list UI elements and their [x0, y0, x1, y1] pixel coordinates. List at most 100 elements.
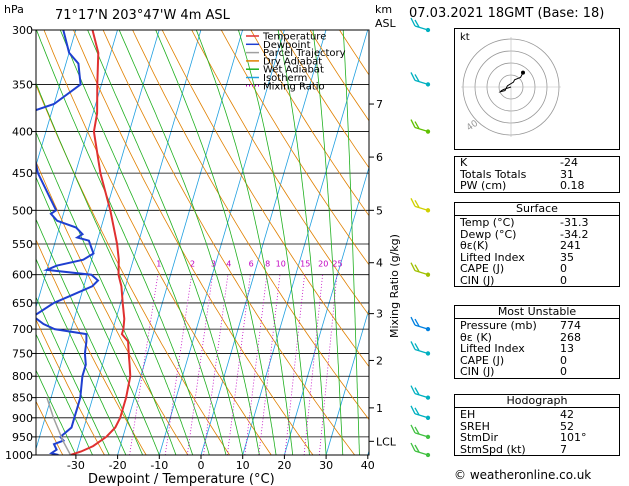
legend-label: Parcel Trajectory [263, 48, 346, 59]
barb-flag [414, 74, 420, 82]
dry-adiabat [250, 30, 369, 217]
index-row: CIN (J) 0 [455, 273, 619, 287]
mixing-ratio-label: 25 [332, 260, 342, 269]
forecast-datetime: 07.03.2021 18GMT (Base: 18) [409, 6, 605, 21]
barb-flag [410, 262, 416, 271]
wet-adiabat [36, 82, 194, 455]
most-unstable-title: Most Unstable [455, 306, 619, 319]
index-value: 0 [560, 262, 567, 275]
pressure-tick-label: 600 [12, 269, 33, 282]
hodograph-panel: kt 40 [454, 28, 620, 150]
barb-flag [410, 17, 416, 27]
index-row: EH 42 [455, 409, 619, 421]
dry-adiabat [36, 318, 105, 455]
wind-barbs [410, 17, 431, 458]
index-row: Totals Totals 31 [455, 167, 619, 181]
mixing-ratio-label: 20 [318, 260, 328, 269]
barb-flag [410, 424, 416, 434]
wind-barb-icon [410, 119, 431, 134]
legend-label: Dewpoint [263, 40, 311, 51]
parcel-trajectory-curve [46, 397, 72, 455]
height-tick-label: 4 [376, 257, 383, 270]
temperature-tick-label: -10 [150, 459, 168, 472]
barb-base [425, 82, 431, 87]
wet-adiabat [155, 30, 277, 455]
wind-barb-icon [410, 17, 431, 33]
isotherm-line [325, 307, 369, 455]
basic-indices-table: K -24 Totals Totals 31 PW (cm) 0.18 [454, 156, 620, 193]
wet-adiabat [342, 30, 360, 455]
index-value: 31 [560, 167, 574, 181]
barb-flag [414, 426, 420, 435]
index-row: StmSpd (kt) 7 [455, 443, 619, 456]
wind-barb-icon [410, 405, 431, 420]
height-tick-label: 5 [376, 204, 383, 217]
wind-barb-icon [410, 341, 431, 356]
index-value: 35 [560, 250, 574, 264]
index-row: K -24 [455, 157, 619, 169]
barb-staff [414, 126, 429, 133]
temperature-tick-label: 0 [198, 459, 205, 472]
dry-adiabat [36, 160, 189, 455]
barb-staff [414, 205, 429, 211]
x-axis-title: Dewpoint / Temperature (°C) [88, 472, 275, 486]
pressure-tick-label: 950 [12, 431, 33, 444]
barb-flag [414, 343, 420, 351]
index-label: CIN (J) [460, 365, 495, 378]
index-label: EH [460, 408, 476, 421]
temperature-tick-label: 20 [277, 459, 291, 472]
index-label: StmDir [460, 431, 499, 444]
height-tick-label: 3 [376, 308, 383, 321]
barb-flag [414, 199, 420, 208]
pressure-tick-label: 350 [12, 78, 33, 91]
index-row: SREH 52 [455, 419, 619, 433]
mixing-ratio-label: 8 [265, 260, 270, 269]
surface-title: Surface [455, 203, 619, 216]
legend-label: Mixing Ratio [263, 81, 325, 92]
index-value: 42 [560, 408, 574, 421]
index-value: -24 [560, 156, 578, 169]
wind-barb-icon [410, 262, 431, 277]
mixing-ratio-label: 15 [300, 260, 310, 269]
barb-base [425, 395, 431, 400]
isotherm-line [200, 30, 327, 455]
most-unstable-table: Most Unstable Pressure (mb) 774 θε (K) 268 L… [454, 305, 620, 379]
wind-barb-icon [410, 385, 431, 400]
index-value: 241 [560, 239, 581, 252]
barb-base [425, 27, 431, 33]
index-label: Dewp (°C) [460, 227, 517, 241]
index-row: Lifted Index 35 [455, 250, 619, 264]
index-value: 0 [560, 273, 567, 287]
barb-flag [410, 119, 416, 128]
index-label: CAPE (J) [460, 262, 505, 275]
wet-adiabat [36, 296, 110, 455]
pressure-tick-label: 900 [12, 412, 33, 425]
index-value: 52 [560, 419, 574, 433]
barb-base [425, 208, 431, 213]
index-row: θε(K) 241 [455, 240, 619, 252]
index-value: 101° [560, 431, 587, 444]
wind-barb-icon [410, 424, 431, 440]
mixing-ratio-line [244, 274, 268, 455]
index-row: StmDir 101° [455, 432, 619, 444]
index-row: θε (K) 268 [455, 330, 619, 344]
dry-adiabat [191, 30, 369, 316]
mixing-ratio-line [203, 274, 229, 455]
index-value: 13 [560, 342, 574, 355]
index-label: θε (K) [460, 330, 492, 344]
barb-flag [414, 19, 420, 28]
wind-barb-icon [410, 72, 431, 87]
pressure-tick-label: 750 [12, 347, 33, 360]
barb-flag [414, 407, 420, 416]
isotherm-line [117, 30, 243, 455]
index-value: 0 [560, 365, 567, 378]
hodograph-unit-label: kt [460, 32, 470, 43]
barb-flag [410, 341, 416, 350]
index-label: SREH [460, 419, 490, 433]
index-label: Totals Totals [460, 167, 527, 181]
index-value: 0 [560, 353, 567, 367]
dewpoint-curve [36, 30, 100, 455]
temperature-tick-label: 10 [236, 459, 250, 472]
barb-staff [414, 432, 429, 438]
index-row: CIN (J) 0 [455, 366, 619, 378]
